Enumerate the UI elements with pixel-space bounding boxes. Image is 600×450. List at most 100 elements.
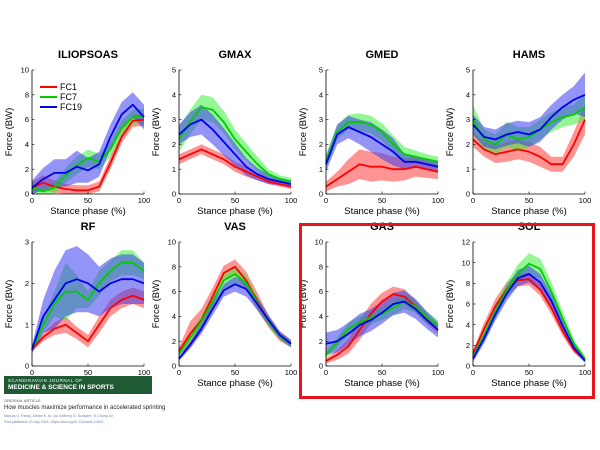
gmax-line-fc7 — [178, 106, 292, 183]
hams-line-fc19 — [472, 93, 586, 141]
vas-y-tick-label: 10 — [168, 238, 176, 247]
sol-x-tick-label: 0 — [471, 368, 475, 377]
hams-x-label: Stance phase (%) — [491, 206, 567, 217]
hams-y-tick-label: 2 — [466, 140, 470, 149]
gas-y-tick-label: 10 — [315, 238, 323, 247]
legend-label-fc7: FC7 — [60, 92, 77, 102]
vas-y-tick-label: 0 — [172, 362, 176, 371]
gmax-line-fc1 — [178, 148, 292, 188]
gmax-y-tick-label: 2 — [172, 140, 176, 149]
gmax-y-tick-label: 0 — [172, 190, 176, 199]
vas-y-label: Force (BW) — [151, 280, 162, 329]
gas-line-fc19 — [325, 300, 439, 345]
gmed-y-tick-label: 4 — [319, 90, 323, 99]
hams-band-fc1 — [473, 104, 585, 172]
hams-line-fc7 — [472, 106, 586, 146]
sol-line-fc19 — [472, 273, 586, 362]
rf-x-tick-label: 100 — [138, 368, 151, 377]
gmed-y-tick-label: 3 — [319, 115, 323, 124]
highlight-box — [299, 223, 595, 399]
gmax-y-label: Force (BW) — [151, 108, 162, 157]
legend-label-fc1: FC1 — [60, 82, 77, 92]
gmed-line-fc7 — [325, 121, 439, 163]
hams-y-tick-label: 1 — [466, 165, 470, 174]
gas-x-tick-label: 50 — [378, 368, 386, 377]
gmax-y-tick-label: 4 — [172, 90, 176, 99]
gmed-y-label: Force (BW) — [298, 108, 309, 157]
iliopsoas-title: ILIOPSOAS — [58, 49, 118, 61]
gmed-x-tick-label: 0 — [324, 196, 328, 205]
rf-x-tick-label: 0 — [30, 368, 34, 377]
gmed-y-tick-label: 0 — [319, 190, 323, 199]
sol-y-tick-label: 8 — [466, 279, 470, 288]
gmax-x-tick-label: 50 — [231, 196, 239, 205]
gas-y-tick-label: 8 — [319, 262, 323, 271]
gmed-x-tick-label: 100 — [432, 196, 445, 205]
gas-line-fc7 — [325, 300, 439, 356]
gmax-y-tick-label: 5 — [172, 66, 176, 75]
hams-x-tick-label: 0 — [471, 196, 475, 205]
iliopsoas-y-tick-label: 4 — [25, 140, 29, 149]
iliopsoas-y-tick-label: 10 — [21, 66, 29, 75]
vas-y-tick-label: 4 — [172, 312, 176, 321]
vas-x-tick-label: 100 — [285, 368, 298, 377]
rf-y-tick-label: 3 — [25, 238, 29, 247]
vas-x-tick-label: 0 — [177, 368, 181, 377]
sol-x-label: Stance phase (%) — [491, 378, 567, 389]
journal-name: MEDICINE & SCIENCE IN SPORTS — [8, 384, 114, 391]
gmed-y-tick-label: 5 — [319, 66, 323, 75]
rf-y-tick-label: 0 — [25, 362, 29, 371]
gas-x-tick-label: 100 — [432, 368, 445, 377]
gmax-x-label: Stance phase (%) — [197, 206, 273, 217]
vas-title: VAS — [224, 221, 246, 233]
sol-line-fc1 — [472, 278, 586, 361]
iliopsoas-y-tick-label: 6 — [25, 115, 29, 124]
hams-line-fc1 — [472, 119, 586, 166]
journal-banner: SCANDINAVIAN JOURNAL OF MEDICINE & SCIEN… — [4, 376, 152, 394]
journal-name-small: SCANDINAVIAN JOURNAL OF — [8, 378, 83, 383]
gmed-title: GMED — [366, 49, 399, 61]
vas-y-tick-label: 6 — [172, 287, 176, 296]
panel-rf: 0123050100RFStance phase (%)Force (BW) — [4, 221, 150, 389]
gas-y-tick-label: 4 — [319, 312, 323, 321]
rf-x-tick-label: 50 — [84, 368, 92, 377]
vas-y-tick-label: 2 — [172, 337, 176, 346]
iliopsoas-line-fc7 — [31, 115, 145, 193]
hams-y-label: Force (BW) — [445, 108, 456, 157]
legend-label-fc19: FC19 — [60, 102, 82, 112]
article-authors: Marcus G. Pandy, Adrian K. M. Lai, Antho… — [4, 414, 114, 418]
hams-y-tick-label: 0 — [466, 190, 470, 199]
rf-y-tick-label: 2 — [25, 279, 29, 288]
iliopsoas-y-tick-label: 0 — [25, 190, 29, 199]
iliopsoas-line-fc19 — [31, 103, 145, 189]
gas-y-tick-label: 6 — [319, 287, 323, 296]
hams-x-tick-label: 50 — [525, 196, 533, 205]
sol-y-tick-label: 12 — [462, 238, 470, 247]
gas-x-tick-label: 0 — [324, 368, 328, 377]
article-doi: First published: 13 July 2021 | https://… — [4, 420, 104, 424]
gmax-title: GMAX — [219, 49, 253, 61]
rf-line-fc7 — [31, 261, 145, 350]
gas-y-tick-label: 0 — [319, 362, 323, 371]
vas-y-tick-label: 8 — [172, 262, 176, 271]
sol-y-tick-label: 4 — [466, 320, 470, 329]
gmed-x-label: Stance phase (%) — [344, 206, 420, 217]
rf-line-fc1 — [31, 294, 145, 351]
iliopsoas-y-tick-label: 8 — [25, 90, 29, 99]
sol-x-tick-label: 100 — [579, 368, 592, 377]
gmax-line-fc19 — [178, 118, 292, 185]
gmax-x-tick-label: 0 — [177, 196, 181, 205]
gmed-x-tick-label: 50 — [378, 196, 386, 205]
sol-y-tick-label: 10 — [462, 258, 470, 267]
iliopsoas-x-tick-label: 0 — [30, 196, 34, 205]
gmax-x-tick-label: 100 — [285, 196, 298, 205]
gmax-y-tick-label: 1 — [172, 165, 176, 174]
gmed-line-fc1 — [325, 163, 439, 188]
journal-citation: SCANDINAVIAN JOURNAL OF MEDICINE & SCIEN… — [4, 376, 204, 424]
iliopsoas-x-tick-label: 50 — [84, 196, 92, 205]
